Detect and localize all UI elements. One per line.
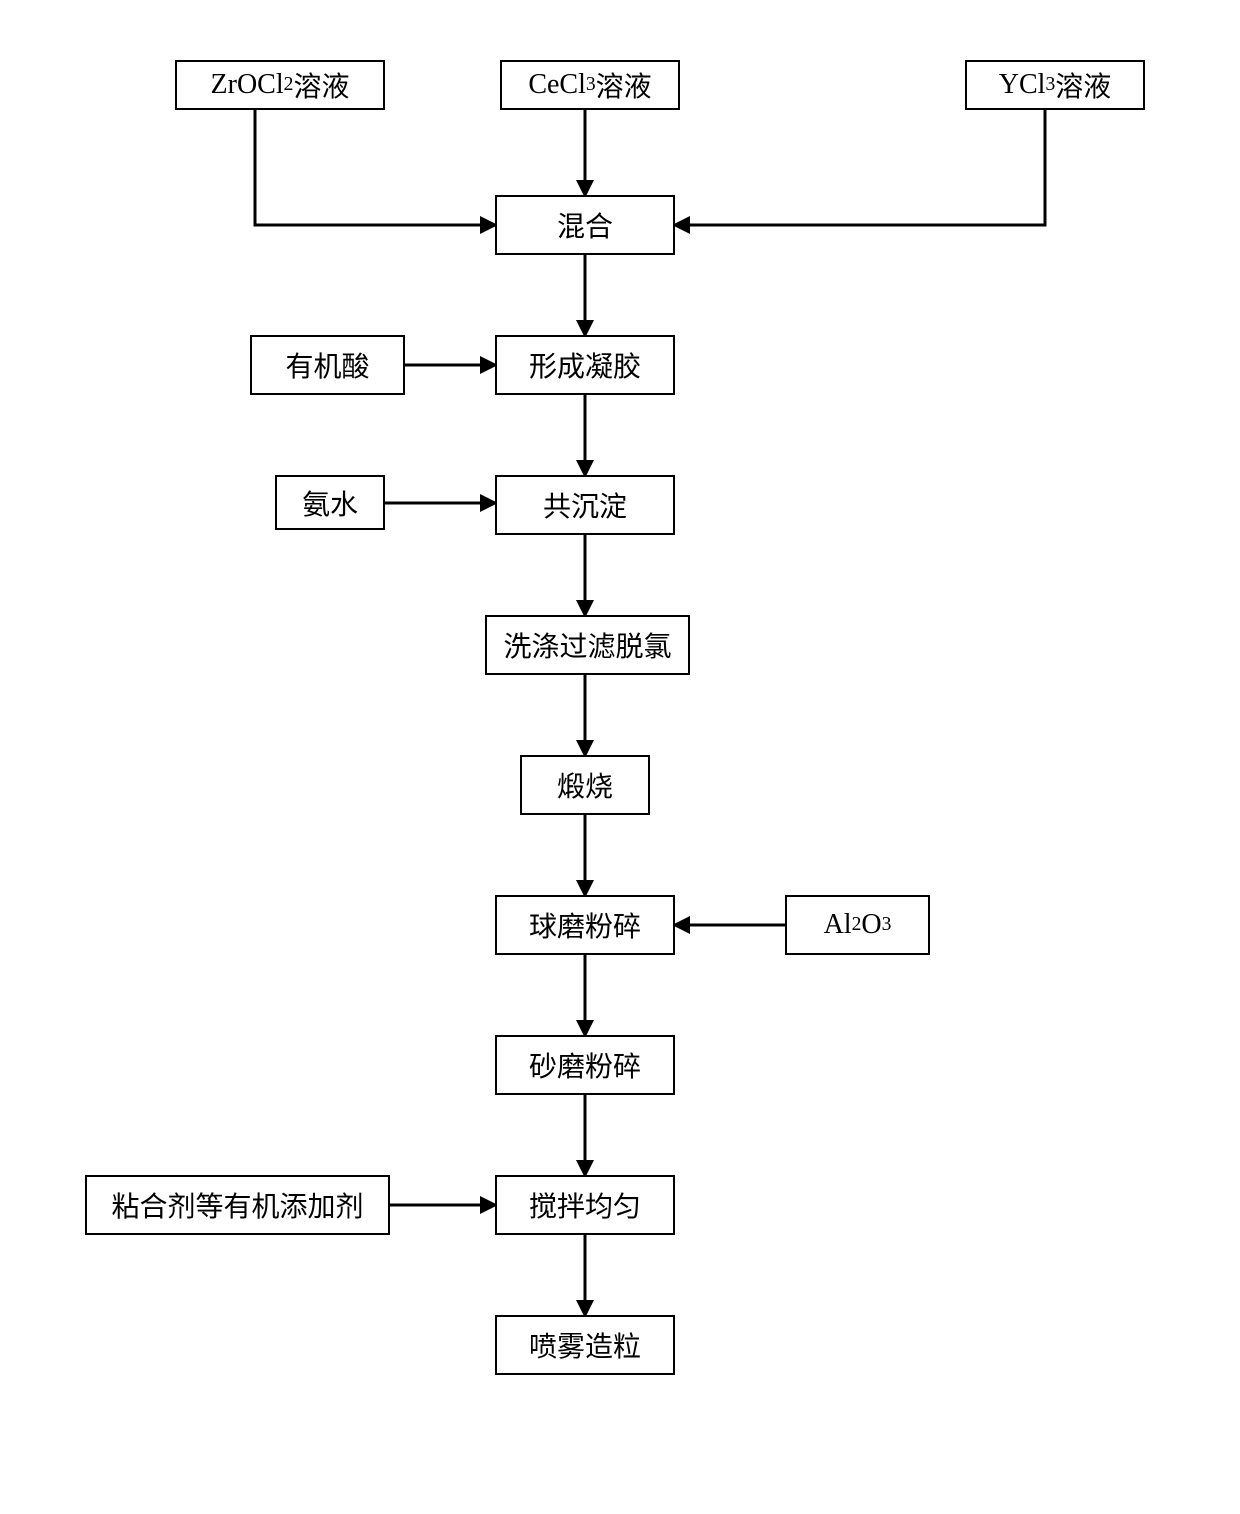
flowchart-node-n5: 有机酸	[250, 335, 405, 395]
flowchart-node-n12: Al2O3	[785, 895, 930, 955]
flowchart-node-n3: YCl3 溶液	[965, 60, 1145, 110]
flowchart-node-n13: 砂磨粉碎	[495, 1035, 675, 1095]
flowchart-node-n8: 共沉淀	[495, 475, 675, 535]
flowchart-node-n11: 球磨粉碎	[495, 895, 675, 955]
flowchart-node-n10: 煅烧	[520, 755, 650, 815]
flowchart-node-n7: 氨水	[275, 475, 385, 530]
flowchart-node-n16: 喷雾造粒	[495, 1315, 675, 1375]
flowchart-node-n14: 粘合剂等有机添加剂	[85, 1175, 390, 1235]
flowchart-node-n9: 洗涤过滤脱氯	[485, 615, 690, 675]
flowchart-node-n15: 搅拌均匀	[495, 1175, 675, 1235]
flowchart-node-n4: 混合	[495, 195, 675, 255]
flowchart-node-n2: CeCl3 溶液	[500, 60, 680, 110]
flowchart-node-n6: 形成凝胶	[495, 335, 675, 395]
flowchart-node-n1: ZrOCl2 溶液	[175, 60, 385, 110]
